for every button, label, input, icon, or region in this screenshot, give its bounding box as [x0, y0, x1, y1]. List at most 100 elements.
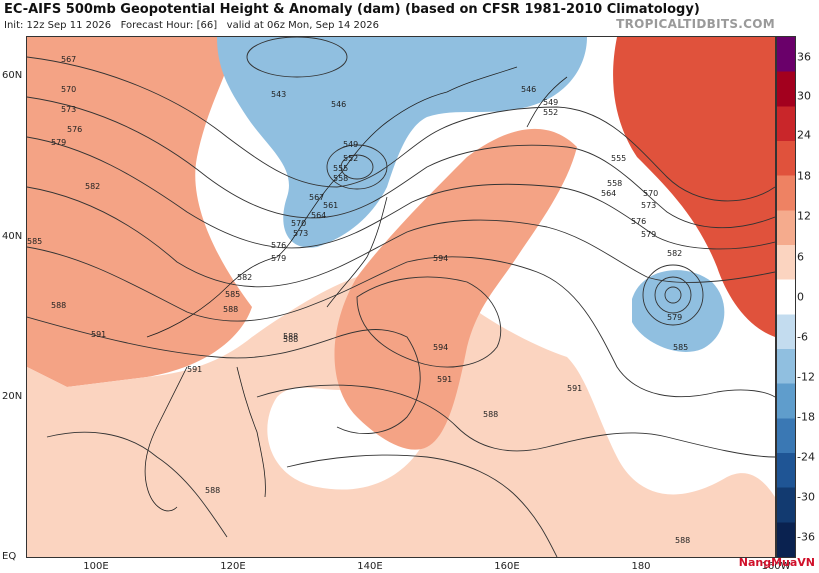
contour-label: 579: [271, 254, 286, 263]
contour-line: [356, 276, 502, 368]
contour-line: [27, 186, 775, 288]
map-panel: 567 570 573 576 579 582 585 588 591 543 …: [26, 36, 776, 558]
contour-label: 588: [223, 305, 238, 314]
contour-line: [642, 264, 704, 326]
lon-label-120e: 120E: [220, 561, 246, 572]
lon-label-180: 180: [631, 561, 651, 572]
valid-time: valid at 06z Mon, Sep 14 2026: [226, 20, 379, 31]
init-time: Init: 12z Sep 11 2026: [4, 20, 112, 31]
contour-label: 591: [567, 384, 582, 393]
anomaly-positive-west: [27, 37, 252, 387]
colorbar-label: 30: [797, 89, 811, 103]
lon-label-160e: 160E: [494, 561, 520, 572]
forecast-hour: Forecast Hour: [66]: [120, 20, 218, 31]
brand-watermark: TROPICALTIDBITS.COM: [616, 17, 775, 31]
colorbar-label: -24: [797, 450, 815, 464]
contour-label: 567: [61, 55, 76, 64]
contour-label: 588: [283, 332, 298, 341]
contour-label: 579: [641, 230, 656, 239]
contour-line: [27, 246, 775, 398]
contour-label: 552: [343, 154, 358, 163]
contour-label: 585: [673, 343, 688, 352]
anomaly-negative-low: [632, 270, 725, 352]
contour-label: 579: [51, 138, 66, 147]
contour-label: 558: [333, 174, 348, 183]
contour-label: 585: [27, 237, 42, 246]
contour-label: 591: [91, 330, 106, 339]
contour-label: 582: [85, 182, 100, 191]
anomaly-negative-north: [217, 37, 587, 248]
contour-label: 576: [631, 217, 646, 226]
coastlines: [144, 66, 568, 512]
contour-line: [246, 37, 348, 78]
contour-label: 576: [67, 125, 82, 134]
contour-label: 576: [271, 241, 286, 250]
contour-line: [654, 276, 692, 314]
contour-line: [326, 144, 388, 190]
map-subtitle: Init: 12z Sep 11 2026 Forecast Hour: [66…: [4, 20, 379, 31]
contour-label: 552: [543, 108, 558, 117]
lon-label-140e: 140E: [357, 561, 383, 572]
contour-label: 570: [291, 219, 306, 228]
contour-label: 591: [437, 375, 452, 384]
colorbar-label: 6: [797, 250, 804, 264]
colorbar: [776, 36, 796, 558]
contour-line: [256, 384, 775, 458]
contour-label: 555: [333, 164, 348, 173]
coastline-asia: [146, 66, 518, 338]
coastline-kamchatka: [526, 76, 568, 128]
contour-label: 561: [323, 201, 338, 210]
contour-label: 588: [483, 410, 498, 419]
lat-label-eq: EQ: [2, 551, 17, 562]
contour-label: 585: [225, 290, 240, 299]
anomaly-positive-central: [334, 128, 577, 450]
contour-line: [46, 431, 228, 538]
colorbar-label: -6: [797, 330, 808, 344]
contour-label: 549: [543, 98, 558, 107]
contour-label: 573: [641, 201, 656, 210]
height-contours: [27, 37, 775, 557]
contour-label: 591: [187, 365, 202, 374]
contour-label: 582: [667, 249, 682, 258]
colorbar-label: 24: [797, 128, 811, 142]
contour-label: 546: [521, 85, 536, 94]
map-title: EC-AIFS 500mb Geopotential Height & Anom…: [4, 2, 700, 17]
contour-label: 564: [311, 211, 326, 220]
colorbar-label: -30: [797, 490, 815, 504]
nangmuavn-logo: NangMuaVN: [738, 556, 815, 569]
anomaly-positive-northeast: [613, 37, 775, 337]
lat-label-60n: 60N: [2, 70, 23, 81]
contour-label: 543: [271, 90, 286, 99]
contour-label: 570: [61, 85, 76, 94]
contour-label: 549: [343, 140, 358, 149]
colorbar-label: 18: [797, 169, 811, 183]
lon-label-100e: 100E: [83, 561, 109, 572]
contour-label: 558: [607, 179, 622, 188]
coastline-indochina: [144, 366, 188, 512]
lat-label-40n: 40N: [2, 231, 23, 242]
contour-label: 555: [611, 154, 626, 163]
contour-label: 594: [433, 254, 448, 263]
contour-line: [27, 56, 775, 202]
contour-label: 564: [601, 189, 616, 198]
contour-line: [27, 136, 775, 250]
colorbar-label: -36: [797, 530, 815, 544]
contour-label: 588: [675, 536, 690, 545]
contour-label: 546: [331, 100, 346, 109]
contour-label: 567: [309, 193, 324, 202]
contour-line: [27, 96, 775, 229]
contour-label: 588: [205, 486, 220, 495]
contour-label: 588: [51, 301, 66, 310]
contour-line: [286, 454, 558, 557]
lat-label-20n: 20N: [2, 391, 23, 402]
contour-label: 579: [667, 313, 682, 322]
contour-label: 573: [61, 105, 76, 114]
contour-line: [27, 316, 421, 434]
contour-line: [664, 286, 682, 304]
colorbar-label: 12: [797, 209, 811, 223]
lon-label-160w: 160W: [761, 561, 791, 572]
colorbar-label: 0: [797, 290, 804, 304]
colorbar-label: -18: [797, 410, 815, 424]
map-canvas: 567 570 573 576 579 582 585 588 591 543 …: [27, 37, 775, 557]
contour-line: [340, 154, 374, 180]
